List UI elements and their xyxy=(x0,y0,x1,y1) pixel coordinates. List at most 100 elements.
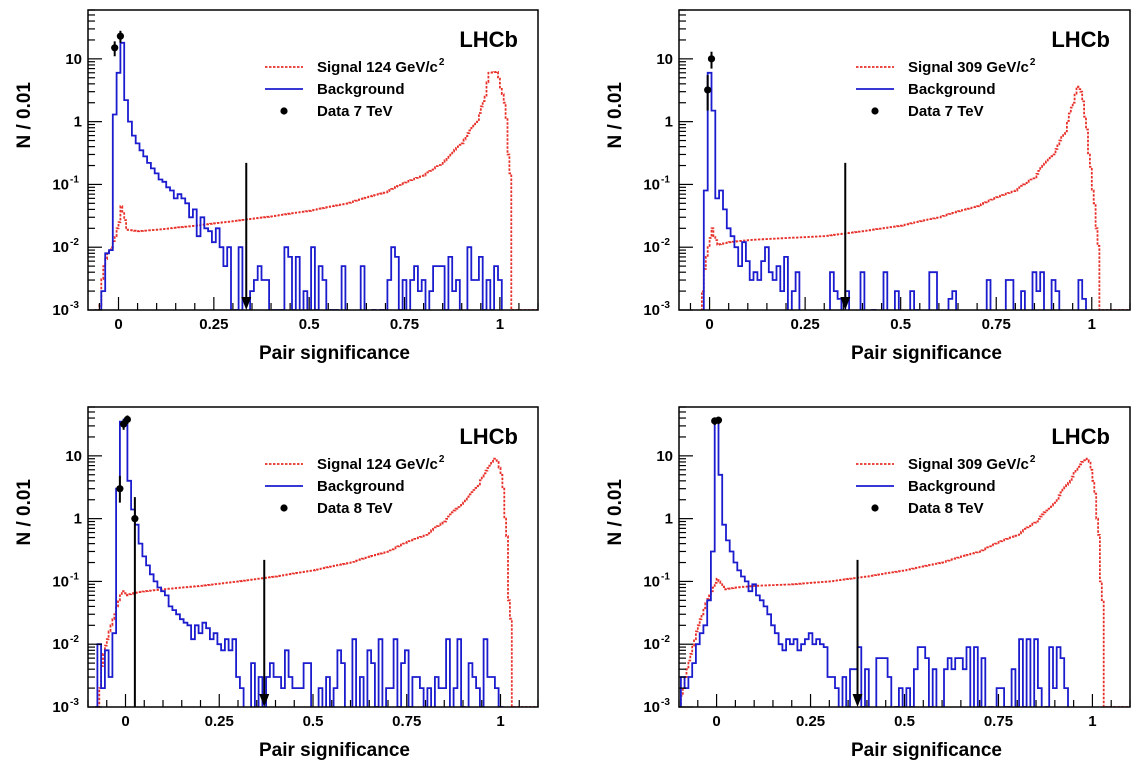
signal-histogram xyxy=(679,457,1130,707)
y-tick-label: 10 xyxy=(65,448,82,465)
legend-background-label: Background xyxy=(908,81,996,98)
legend-data-swatch xyxy=(280,107,288,115)
y-axis-title: N / 0.01 xyxy=(14,479,35,546)
y-tick-label: 10 xyxy=(52,302,69,319)
x-axis-title: Pair significance xyxy=(259,343,410,364)
y-tick-label: 10 xyxy=(643,699,660,716)
legend: Signal 309 GeV/c 2 Background Data 8 TeV xyxy=(856,454,1036,517)
legend: Signal 309 GeV/c 2 Background Data 7 TeV xyxy=(856,57,1036,120)
y-tick-exponent: -2 xyxy=(661,237,670,248)
background-histogram xyxy=(100,41,503,310)
x-tick-label: 0.25 xyxy=(791,316,820,333)
y-tick-exponent: -2 xyxy=(70,634,79,645)
data-point xyxy=(714,416,723,424)
y-tick-label: 10 xyxy=(643,239,660,256)
y-tick-label: 10 xyxy=(656,51,673,68)
y-tick-label: 10 xyxy=(643,636,660,653)
legend-signal-label: Signal 124 GeV/c xyxy=(317,456,438,473)
x-tick-label: 1 xyxy=(1088,713,1096,730)
y-tick-label: 1 xyxy=(74,114,82,131)
data-point xyxy=(116,485,124,493)
legend-data-label: Data 7 TeV xyxy=(908,103,984,120)
legend-superscript: 2 xyxy=(1030,57,1036,68)
legend-data-label: Data 8 TeV xyxy=(317,500,393,517)
plot-area xyxy=(679,416,1130,707)
x-tick-label: 0 xyxy=(712,713,720,730)
y-tick-exponent: -2 xyxy=(661,634,670,645)
legend: Signal 124 GeV/c 2 Background Data 7 TeV xyxy=(265,57,445,120)
y-axis-title: N / 0.01 xyxy=(605,82,626,149)
data-point xyxy=(111,44,119,52)
x-tick-label: 0.5 xyxy=(299,316,320,333)
cut-arrow-head xyxy=(259,694,270,707)
legend-data-swatch xyxy=(871,107,879,115)
legend-background-label: Background xyxy=(317,478,405,495)
plot-area xyxy=(94,415,538,707)
legend-data-swatch xyxy=(280,504,288,512)
y-tick-exponent: -1 xyxy=(661,571,670,582)
x-tick-label: 0.75 xyxy=(390,316,419,333)
y-tick-label: 1 xyxy=(74,511,82,528)
x-tick-label: 0.5 xyxy=(894,713,915,730)
legend-background-label: Background xyxy=(317,81,405,98)
plot-area xyxy=(94,30,538,310)
plot-area xyxy=(699,51,1130,310)
x-tick-label: 1 xyxy=(496,316,504,333)
y-axis-title: N / 0.01 xyxy=(605,479,626,546)
legend: Signal 124 GeV/c 2 Background Data 8 TeV xyxy=(265,454,445,517)
legend-superscript: 2 xyxy=(439,57,445,68)
x-tick-label: 0.75 xyxy=(984,713,1013,730)
y-tick-label: 10 xyxy=(52,573,69,590)
legend-signal-label: Signal 309 GeV/c xyxy=(908,59,1029,76)
x-tick-label: 0 xyxy=(705,316,713,333)
signal-histogram xyxy=(699,85,1130,310)
y-tick-label: 1 xyxy=(665,114,673,131)
y-tick-label: 10 xyxy=(52,239,69,256)
x-tick-label: 1 xyxy=(496,713,504,730)
y-tick-exponent: -1 xyxy=(661,174,670,185)
cut-arrow-head xyxy=(852,694,863,707)
x-axis-title: Pair significance xyxy=(851,740,1002,761)
legend-superscript: 2 xyxy=(1030,454,1036,465)
background-histogram xyxy=(702,71,1087,310)
y-tick-label: 10 xyxy=(52,636,69,653)
x-axis-title: Pair significance xyxy=(259,740,410,761)
x-axis-title: Pair significance xyxy=(851,343,1002,364)
legend-data-label: Data 7 TeV xyxy=(317,103,393,120)
legend-background-label: Background xyxy=(908,478,996,495)
legend-signal-label: Signal 309 GeV/c xyxy=(908,456,1029,473)
signal-histogram xyxy=(94,457,538,707)
data-point xyxy=(123,415,131,424)
cut-arrow-head xyxy=(840,297,851,310)
y-tick-exponent: -1 xyxy=(70,571,79,582)
y-tick-exponent: -2 xyxy=(70,237,79,248)
legend-signal-label: Signal 124 GeV/c xyxy=(317,59,438,76)
y-tick-exponent: -3 xyxy=(70,697,79,708)
y-tick-exponent: -1 xyxy=(70,174,79,185)
y-tick-label: 10 xyxy=(643,302,660,319)
plot-frame xyxy=(678,9,1131,311)
y-tick-label: 10 xyxy=(52,699,69,716)
cut-arrow-head xyxy=(241,297,252,310)
y-tick-label: 10 xyxy=(643,573,660,590)
data-point xyxy=(704,86,712,94)
data-point xyxy=(131,515,139,523)
legend-data-swatch xyxy=(871,504,879,512)
y-axis-title: N / 0.01 xyxy=(14,82,35,149)
x-tick-label: 0.25 xyxy=(796,713,825,730)
x-tick-label: 0.75 xyxy=(392,713,421,730)
plot-frame xyxy=(678,406,1131,708)
y-tick-exponent: -3 xyxy=(661,300,670,311)
plot-frame xyxy=(87,9,539,311)
y-tick-label: 10 xyxy=(52,176,69,193)
legend-superscript: 2 xyxy=(439,454,445,465)
x-tick-label: 0.5 xyxy=(303,713,324,730)
y-tick-exponent: -3 xyxy=(661,697,670,708)
plot-frame xyxy=(87,406,539,708)
y-tick-label: 10 xyxy=(643,176,660,193)
y-tick-label: 10 xyxy=(65,51,82,68)
